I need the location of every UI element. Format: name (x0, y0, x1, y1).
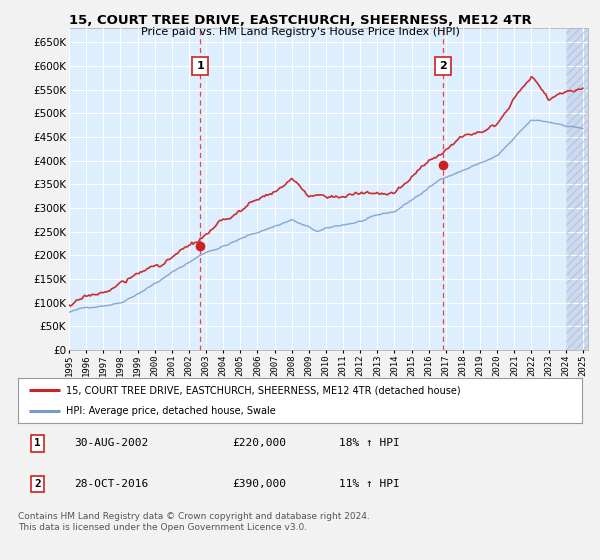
Text: 1: 1 (196, 61, 204, 71)
Text: £390,000: £390,000 (232, 479, 286, 489)
Text: 28-OCT-2016: 28-OCT-2016 (74, 479, 149, 489)
Text: 15, COURT TREE DRIVE, EASTCHURCH, SHEERNESS, ME12 4TR: 15, COURT TREE DRIVE, EASTCHURCH, SHEERN… (68, 14, 532, 27)
Text: 2: 2 (439, 61, 447, 71)
Text: Contains HM Land Registry data © Crown copyright and database right 2024.
This d: Contains HM Land Registry data © Crown c… (18, 512, 370, 532)
Text: HPI: Average price, detached house, Swale: HPI: Average price, detached house, Swal… (66, 405, 275, 416)
Text: 2: 2 (34, 479, 41, 489)
Text: 11% ↑ HPI: 11% ↑ HPI (340, 479, 400, 489)
Text: 1: 1 (34, 438, 41, 449)
Text: 18% ↑ HPI: 18% ↑ HPI (340, 438, 400, 449)
Text: £220,000: £220,000 (232, 438, 286, 449)
Text: 30-AUG-2002: 30-AUG-2002 (74, 438, 149, 449)
Bar (566, 28, 592, 350)
Bar (566, 28, 592, 350)
Text: 15, COURT TREE DRIVE, EASTCHURCH, SHEERNESS, ME12 4TR (detached house): 15, COURT TREE DRIVE, EASTCHURCH, SHEERN… (66, 385, 461, 395)
Text: Price paid vs. HM Land Registry's House Price Index (HPI): Price paid vs. HM Land Registry's House … (140, 27, 460, 37)
